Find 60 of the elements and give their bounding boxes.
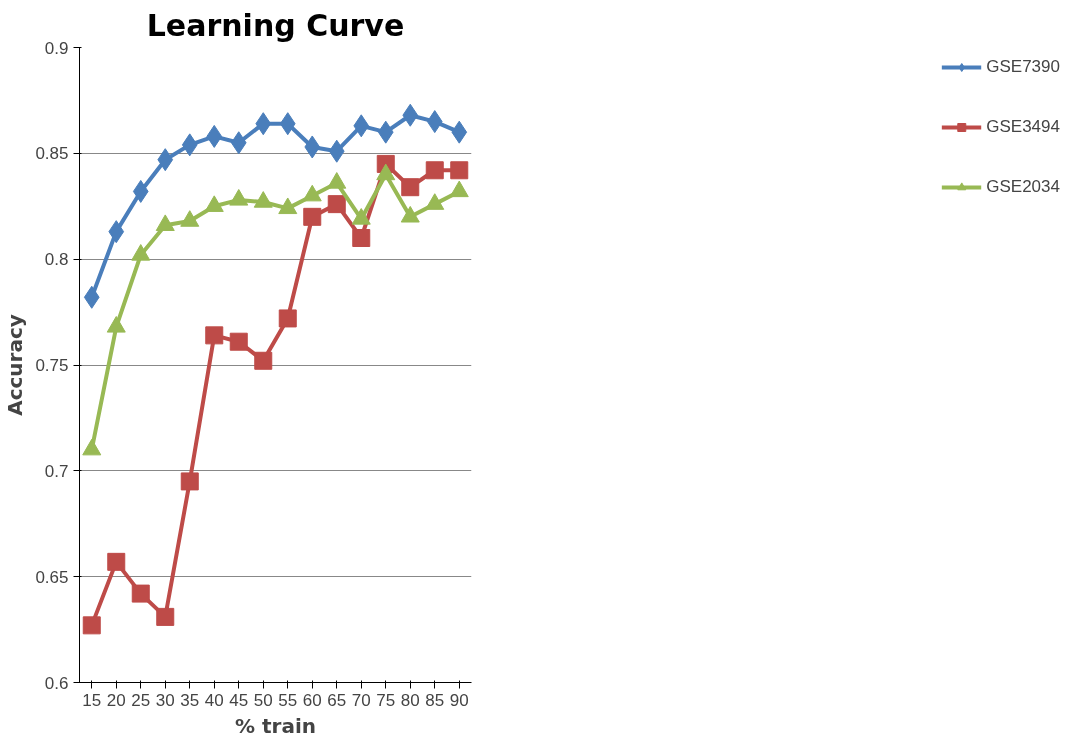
point [82, 616, 101, 635]
y-tick-label: 0.75 [35, 356, 69, 375]
chart-title: Learning Curve [146, 7, 405, 43]
point [254, 351, 273, 370]
x-tick-label: 90 [449, 690, 469, 710]
point [401, 178, 420, 197]
y-axis-title: Accuracy [3, 314, 28, 416]
point [377, 120, 394, 144]
x-tick-label: 30 [155, 690, 175, 710]
legend-label: GSE3494 [986, 117, 1060, 137]
point [425, 161, 444, 180]
point [279, 112, 296, 136]
point [304, 135, 321, 159]
point [328, 139, 345, 163]
point [352, 229, 371, 247]
x-tick-label: 75 [376, 690, 396, 710]
point [426, 110, 443, 134]
x-tick-label: 35 [180, 690, 200, 710]
point [83, 285, 100, 309]
x-tick-label: 45 [229, 690, 249, 710]
point [229, 332, 248, 351]
point [181, 133, 198, 157]
point [206, 124, 223, 148]
x-tick-label: 80 [400, 690, 420, 710]
y-tick-label: 0.8 [44, 250, 69, 270]
point [180, 472, 199, 491]
x-tick-label: 70 [351, 690, 371, 710]
x-axis-title: % train [234, 713, 317, 738]
legend-label: GSE2034 [986, 177, 1060, 197]
x-tick-label: 55 [278, 690, 298, 710]
x-tick-label: 15 [82, 690, 102, 710]
x-tick-label: 65 [327, 690, 347, 710]
point [353, 114, 370, 138]
y-tick-label: 0.6 [44, 673, 69, 693]
point [156, 607, 175, 626]
point [303, 207, 322, 226]
legend-label: GSE7390 [986, 57, 1060, 77]
x-tick-label: 20 [106, 690, 126, 710]
point [402, 103, 419, 127]
point [205, 326, 224, 345]
point [450, 161, 469, 180]
point [230, 131, 247, 155]
x-tick-label: 60 [302, 690, 322, 710]
point [451, 120, 468, 144]
point [255, 112, 272, 136]
x-tick-label: 25 [131, 690, 151, 710]
point [327, 195, 346, 214]
point [107, 552, 126, 571]
x-tick-label: 50 [253, 690, 273, 710]
point [108, 220, 125, 244]
y-tick-label: 0.7 [44, 461, 69, 481]
y-tick-label: 0.65 [35, 567, 69, 587]
point [132, 179, 149, 203]
point [157, 148, 174, 172]
x-tick-label: 85 [425, 690, 445, 710]
point [278, 309, 297, 328]
x-tick-label: 40 [204, 690, 224, 710]
point [131, 584, 150, 603]
y-tick-label: 0.9 [44, 38, 69, 58]
y-tick-label: 0.85 [35, 144, 69, 164]
